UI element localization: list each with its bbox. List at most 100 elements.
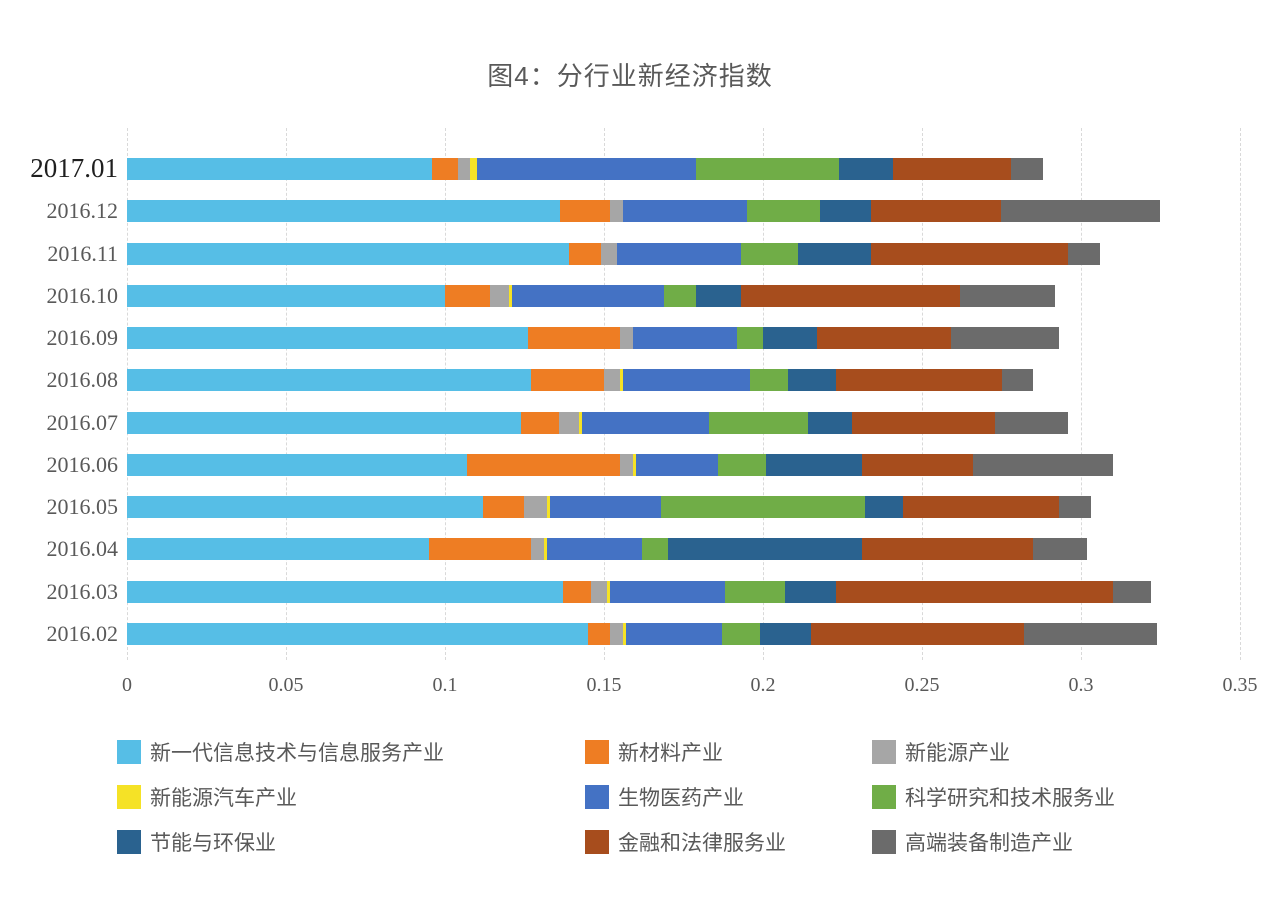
bar-segment: [543, 538, 547, 561]
bar-row-2016.12: [127, 200, 1161, 223]
bar-segment: [1033, 538, 1088, 561]
bar-segment: [788, 369, 837, 392]
x-tick-label: 0.2: [750, 674, 776, 696]
bar-segment: [616, 242, 741, 265]
bar-row-2016.05: [127, 496, 1091, 519]
bar-segment: [632, 453, 636, 476]
bar-segment: [569, 242, 601, 265]
bar-segment: [127, 327, 528, 350]
bar-segment: [1023, 622, 1158, 645]
bar-segment: [708, 411, 808, 434]
legend-label: 生物医药产业: [618, 787, 744, 810]
bar-segment: [623, 369, 751, 392]
bar-segment: [750, 369, 789, 392]
bar-segment: [724, 580, 786, 603]
gridline: [763, 128, 764, 660]
bar-segment: [623, 622, 627, 645]
legend-item: 新材料产业: [585, 739, 723, 765]
gridline: [604, 128, 605, 660]
bar-segment: [470, 158, 477, 180]
legend-label: 新材料产业: [618, 742, 723, 765]
bar-row-2016.09: [127, 327, 1059, 350]
bar-segment: [718, 453, 767, 476]
bar-segment: [127, 496, 484, 519]
legend-label: 新一代信息技术与信息服务产业: [150, 742, 444, 765]
bar-row-2016.08: [127, 369, 1034, 392]
bar-segment: [610, 622, 624, 645]
bar-segment: [127, 242, 569, 265]
legend-item: 新一代信息技术与信息服务产业: [117, 739, 444, 765]
y-category-label: 2016.10: [46, 282, 119, 308]
bar-segment: [619, 453, 633, 476]
bar-row-2016.03: [127, 580, 1152, 603]
bar-segment: [530, 369, 604, 392]
bar-segment: [588, 622, 611, 645]
bar-segment: [429, 538, 531, 561]
x-tick-label: 0.05: [268, 674, 304, 696]
bar-segment: [562, 580, 592, 603]
bar-segment: [127, 580, 563, 603]
bar-segment: [950, 327, 1059, 350]
bar-segment: [861, 538, 1034, 561]
legend-label: 新能源汽车产业: [150, 787, 297, 810]
bar-segment: [1112, 580, 1152, 603]
bar-segment: [524, 496, 547, 519]
gridline: [286, 128, 287, 660]
chart-title: 图4：分行业新经济指数: [487, 61, 773, 91]
legend-swatch-icon: [585, 740, 609, 764]
bar-segment: [610, 580, 725, 603]
bar-segment: [527, 327, 620, 350]
bar-segment: [721, 622, 760, 645]
x-tick-label: 0.15: [586, 674, 622, 696]
legend-swatch-icon: [585, 830, 609, 854]
bar-segment: [127, 622, 589, 645]
x-tick-label: 0.1: [432, 674, 458, 696]
bar-segment: [870, 242, 1069, 265]
bar-segment: [797, 242, 871, 265]
y-category-label: 2016.06: [46, 451, 119, 477]
bar-segment: [483, 496, 525, 519]
y-category-label: 2016.07: [46, 409, 119, 435]
bar-segment: [816, 327, 951, 350]
bar-row-2016.07: [127, 411, 1069, 434]
gridline: [445, 128, 446, 660]
bar-segment: [619, 369, 624, 392]
bar-segment: [610, 200, 624, 223]
bar-row-2016.10: [127, 284, 1056, 307]
legend-label: 节能与环保业: [150, 832, 276, 855]
legend-swatch-icon: [872, 830, 896, 854]
bar-segment: [785, 580, 837, 603]
bar-segment: [445, 284, 490, 307]
y-category-label: 2017.01: [30, 153, 118, 183]
bar-row-2016.04: [127, 538, 1088, 561]
bar-segment: [820, 200, 872, 223]
bar-row-2016.02: [127, 622, 1158, 645]
bar-segment: [581, 411, 709, 434]
bar-segment: [632, 327, 738, 350]
bar-segment: [511, 284, 665, 307]
bar-segment: [642, 538, 668, 561]
x-tick-label: 0: [122, 674, 132, 696]
gridline: [1240, 128, 1241, 660]
y-category-label: 2016.03: [46, 578, 119, 604]
gridline: [922, 128, 923, 660]
bar-segment: [521, 411, 560, 434]
y-category-label: 2016.12: [46, 198, 119, 224]
bar-segment: [759, 622, 811, 645]
bar-segment: [839, 158, 894, 180]
bar-segment: [623, 200, 748, 223]
bar-segment: [902, 496, 1059, 519]
bar-segment: [836, 580, 1113, 603]
bar-segment: [762, 327, 817, 350]
y-category-label: 2016.09: [46, 325, 119, 351]
legend-label: 新能源产业: [905, 742, 1010, 765]
legend-item: 新能源产业: [872, 739, 1010, 765]
legend-swatch-icon: [872, 740, 896, 764]
legend-item: 金融和法律服务业: [585, 829, 786, 855]
bar-segment: [635, 453, 719, 476]
bar-segment: [664, 284, 697, 307]
legend-swatch-icon: [585, 785, 609, 809]
bar-segment: [603, 369, 620, 392]
bar-segment: [893, 158, 1012, 180]
bar-segment: [960, 284, 1056, 307]
